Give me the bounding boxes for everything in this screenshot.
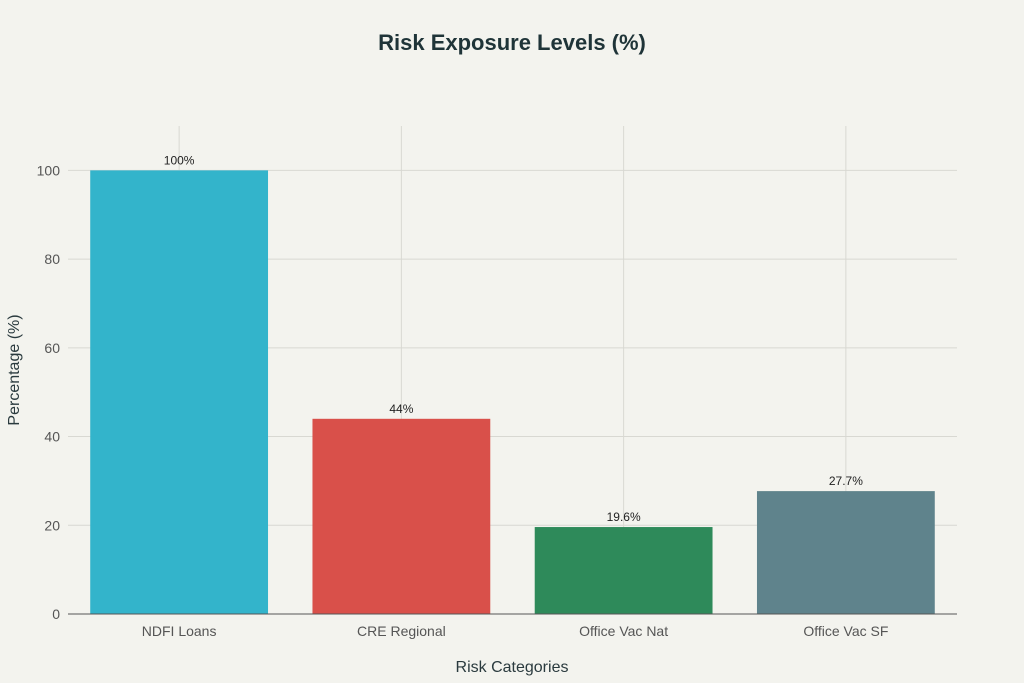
bar: [312, 418, 491, 614]
labels: 0 20 40 60 80 100 100% NDFI Loans 44% CRE Regiona…: [37, 153, 889, 639]
bar: [90, 170, 269, 614]
y-tick-label: 60: [44, 340, 60, 356]
x-tick-label: CRE Regional: [357, 623, 446, 639]
x-axis-title: Risk Categories: [456, 659, 569, 676]
y-tick-label: 40: [44, 429, 60, 445]
bar: [756, 491, 935, 614]
y-tick-label: 20: [44, 517, 60, 533]
y-tick-label: 100: [37, 162, 61, 178]
bars: [90, 170, 935, 614]
y-tick-label: 80: [44, 251, 60, 267]
x-tick-label: Office Vac SF: [803, 623, 888, 639]
y-axis-title: Percentage (%): [6, 314, 23, 425]
x-tick-label: Office Vac Nat: [579, 623, 668, 639]
x-tick-label: NDFI Loans: [142, 623, 217, 639]
y-tick-label: 0: [52, 606, 60, 622]
chart-title: Risk Exposure Levels (%): [378, 30, 646, 55]
bar: [534, 527, 713, 614]
bar-data-label: 44%: [389, 402, 413, 416]
bar-data-label: 19.6%: [607, 510, 641, 524]
bar-data-label: 100%: [164, 153, 195, 167]
bar-data-label: 27.7%: [829, 474, 863, 488]
